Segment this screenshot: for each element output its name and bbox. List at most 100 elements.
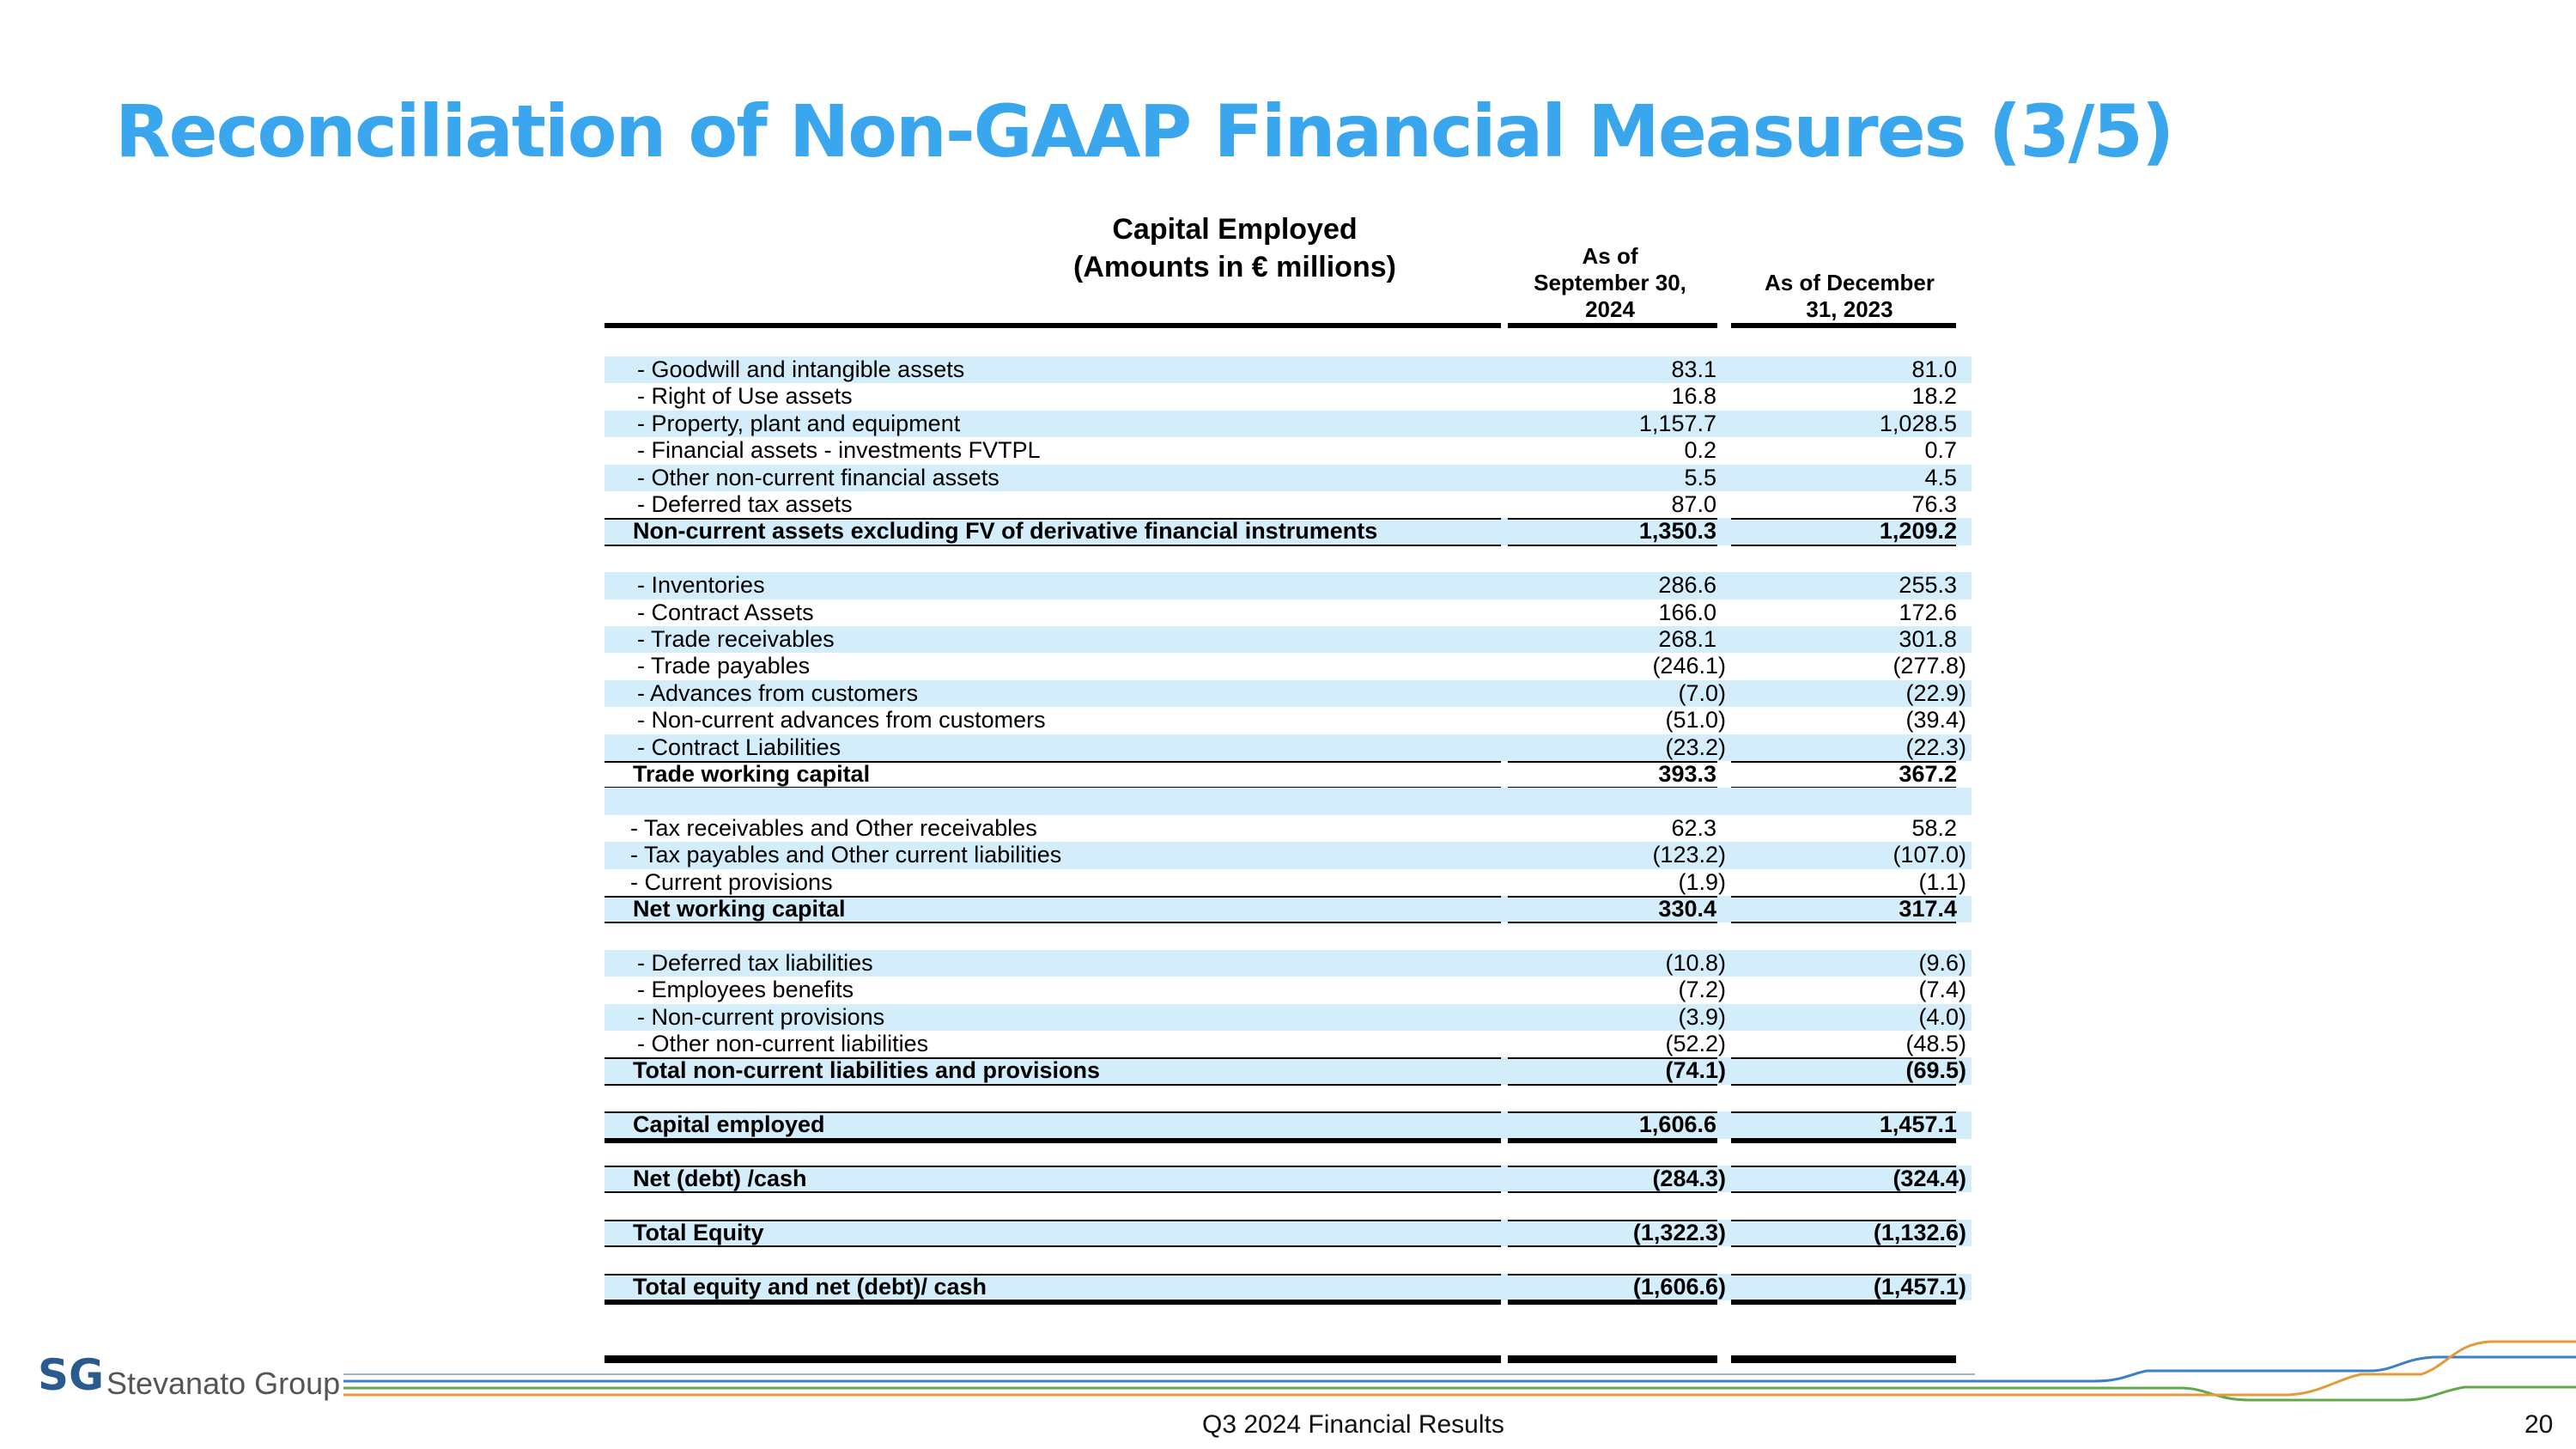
rule	[605, 1166, 1501, 1167]
cell-value: (7.0)	[1678, 679, 1726, 706]
rule	[1508, 1219, 1717, 1221]
rule	[605, 1300, 1501, 1305]
cell-value: (69.5)	[1905, 1057, 1966, 1084]
total-label: Capital employed	[633, 1111, 825, 1138]
rule	[1731, 1191, 1956, 1194]
rule	[1731, 518, 1956, 521]
slide-title: Reconciliation of Non-GAAP Financial Mea…	[115, 89, 2174, 174]
cell-value: 1,209.2	[1879, 518, 1957, 545]
cell-value: 16.8	[1671, 383, 1716, 410]
cell-value: 1,606.6	[1638, 1111, 1716, 1138]
row-label: - Trade payables	[637, 653, 811, 679]
rule	[605, 761, 1501, 763]
rule	[1731, 922, 1956, 924]
logo: SG	[38, 1350, 105, 1400]
footer-caption: Q3 2024 Financial Results	[1202, 1410, 1504, 1439]
rule	[1731, 1111, 1956, 1114]
cell-value: (7.4)	[1918, 977, 1966, 1003]
rule	[1731, 896, 1956, 898]
rule	[1508, 1111, 1717, 1114]
rule	[1731, 1273, 1956, 1275]
row-label: - Contract Assets	[637, 599, 814, 625]
cell-value: (39.4)	[1905, 707, 1966, 734]
rule	[605, 1355, 1501, 1363]
cell-value: 172.6	[1899, 599, 1957, 625]
cell-value: (1.1)	[1918, 868, 1966, 895]
page-number: 20	[2524, 1410, 2554, 1439]
cell-value: 0.2	[1684, 437, 1716, 464]
cell-value: (1,457.1)	[1873, 1273, 1966, 1300]
total-label: Non-current assets excluding FV of deriv…	[633, 518, 1378, 545]
cell-value: 255.3	[1899, 572, 1957, 599]
row-label: - Other non-current liabilities	[637, 1031, 929, 1056]
rule	[1508, 323, 1717, 328]
row-label: - Tax payables and Other current liabili…	[630, 842, 1062, 868]
row-label: - Right of Use assets	[637, 383, 853, 410]
rule	[1508, 1083, 1717, 1086]
row-shade	[605, 1166, 1971, 1193]
row-label: - Inventories	[637, 572, 765, 599]
rule	[1731, 1300, 1956, 1305]
row-label: - Other non-current financial assets	[637, 464, 999, 490]
cell-value: 268.1	[1658, 626, 1716, 652]
cell-value: 5.5	[1684, 464, 1716, 490]
row-label: - Deferred tax assets	[637, 491, 853, 517]
cell-value: 4.5	[1924, 464, 1957, 490]
cell-value: 301.8	[1899, 626, 1957, 652]
cell-value: (51.0)	[1665, 707, 1726, 734]
row-label: - Trade receivables	[637, 626, 835, 652]
cell-value: 18.2	[1911, 383, 1957, 410]
cell-value: 76.3	[1911, 491, 1957, 517]
rule	[1731, 544, 1956, 546]
cell-value: (3.9)	[1678, 1003, 1726, 1030]
row-label: - Financial assets - investments FVTPL	[637, 437, 1041, 464]
row-label: - Deferred tax liabilities	[637, 949, 873, 976]
cell-value: (1,322.3)	[1632, 1219, 1726, 1245]
rule	[1731, 1219, 1956, 1221]
row-shade	[605, 1057, 1971, 1085]
cell-value: 286.6	[1658, 572, 1716, 599]
cell-value: 62.3	[1671, 814, 1716, 841]
row-shade	[605, 518, 1971, 545]
rule	[1508, 1191, 1717, 1194]
cell-value: (107.0)	[1893, 842, 1966, 868]
rule	[605, 1111, 1501, 1114]
row-label: - Goodwill and intangible assets	[637, 356, 965, 382]
total-label: Net working capital	[633, 896, 846, 922]
row-shade	[605, 679, 1971, 708]
row-shade	[605, 1273, 1971, 1300]
cell-value: (74.1)	[1665, 1057, 1726, 1084]
cell-value: (1,132.6)	[1873, 1219, 1966, 1245]
cell-value: 81.0	[1911, 356, 1957, 382]
rule	[1508, 922, 1717, 924]
row-shade	[605, 949, 1971, 977]
rule	[1731, 1166, 1956, 1167]
rule	[1731, 1355, 1956, 1363]
cell-value: 330.4	[1658, 896, 1716, 922]
cell-value: 83.1	[1671, 356, 1716, 382]
rule	[1508, 761, 1717, 763]
rule	[605, 922, 1501, 924]
total-label: Net (debt) /cash	[633, 1166, 807, 1191]
row-shade	[605, 1003, 1971, 1031]
total-label: Trade working capital	[633, 761, 871, 787]
column-header: September 30,	[1534, 270, 1686, 295]
cell-value: 367.2	[1899, 761, 1957, 787]
rule	[605, 1137, 1501, 1143]
row-shade	[605, 842, 1971, 869]
total-label: Total non-current liabilities and provis…	[633, 1057, 1101, 1084]
cell-value: (9.6)	[1918, 949, 1966, 976]
cell-value: (4.0)	[1918, 1003, 1966, 1030]
row-shade	[605, 1111, 1971, 1139]
cell-value: 1,028.5	[1879, 410, 1957, 436]
cell-value: (1,606.6)	[1632, 1273, 1726, 1300]
rule	[1731, 1245, 1956, 1248]
row-shade	[605, 464, 1971, 491]
cell-value: (246.1)	[1652, 653, 1726, 679]
row-label: - Non-current provisions	[637, 1003, 885, 1030]
rule	[605, 323, 1501, 328]
rule	[1508, 896, 1717, 898]
rule	[605, 896, 1501, 898]
row-label: - Employees benefits	[637, 977, 854, 1003]
